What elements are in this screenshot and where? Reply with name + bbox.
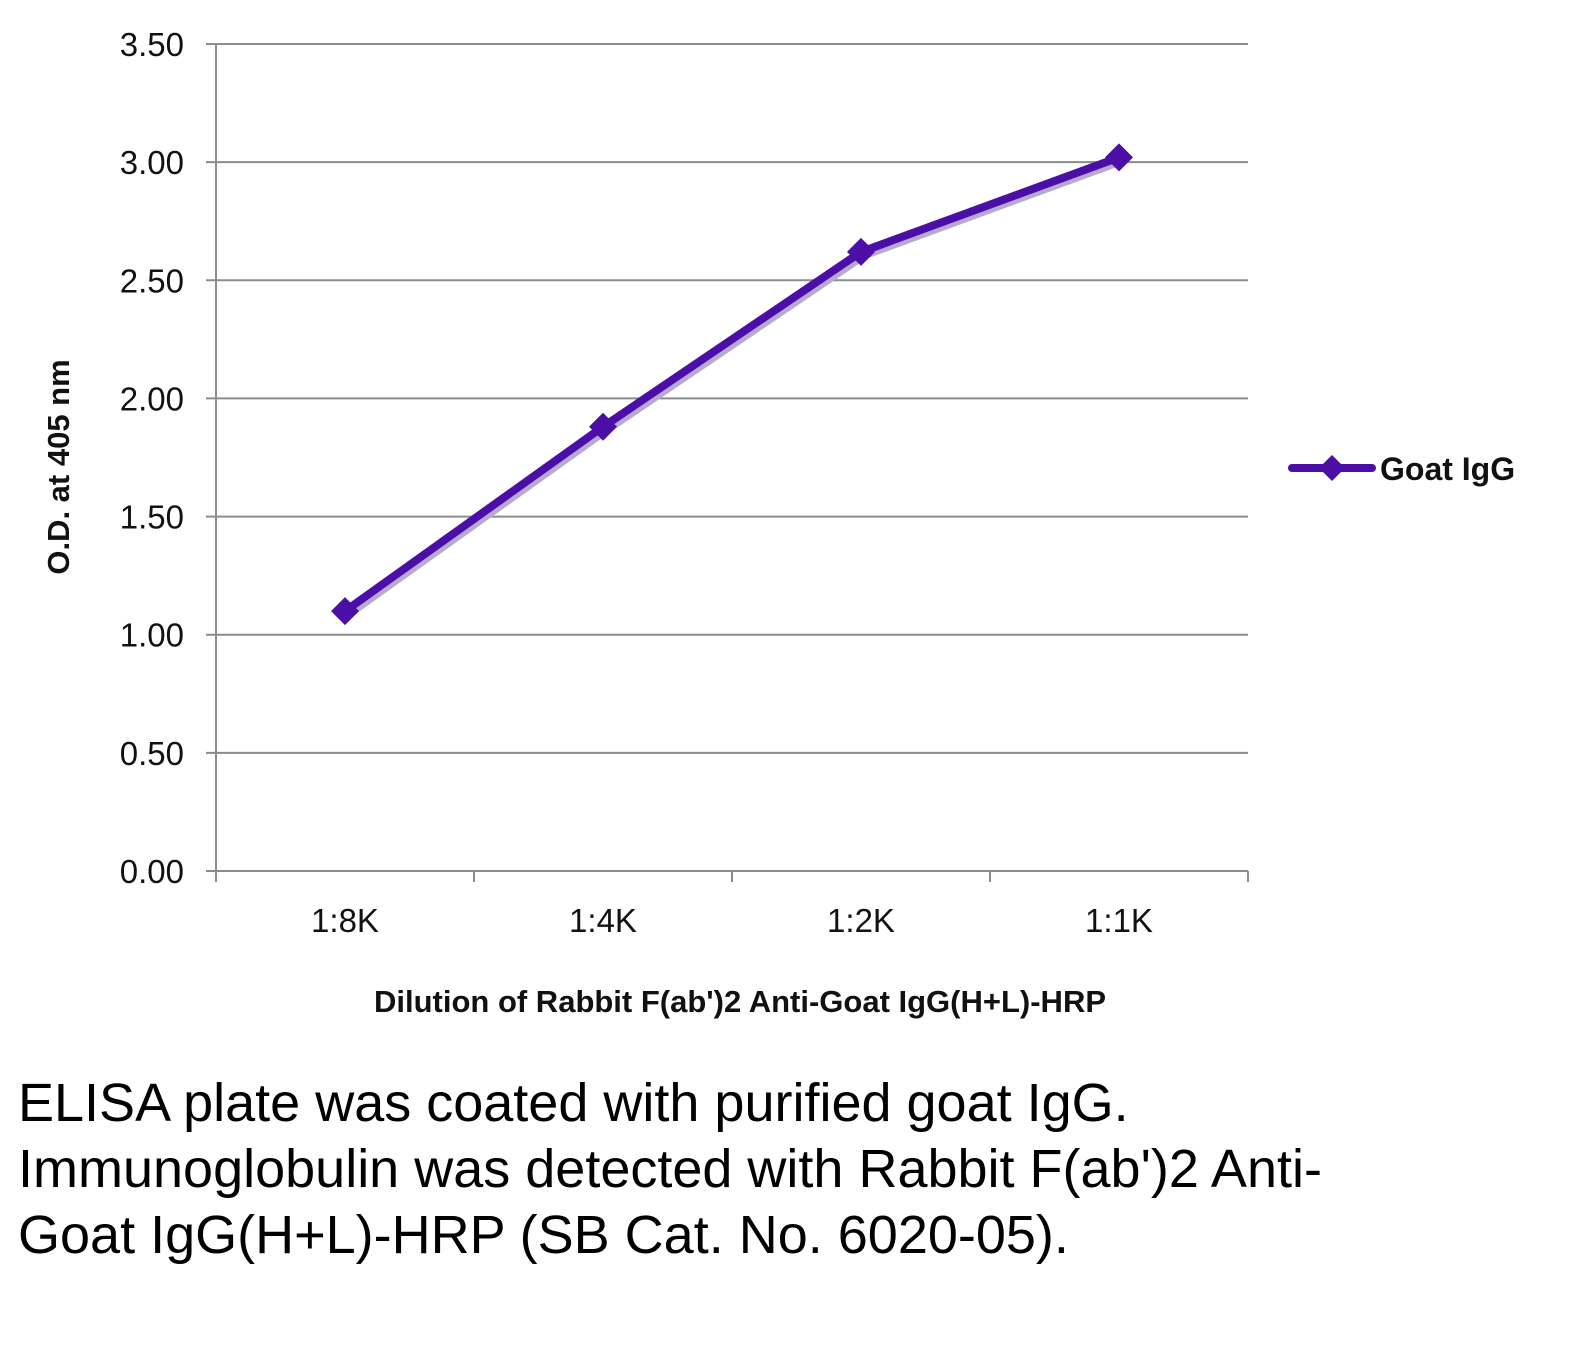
y-axis-title: O.D. at 405 nm bbox=[41, 359, 76, 574]
data-point bbox=[1105, 143, 1133, 172]
x-axis-title: Dilution of Rabbit F(ab')2 Anti-Goat IgG… bbox=[374, 984, 1106, 1019]
y-tick-label: 0.50 bbox=[120, 735, 184, 772]
y-tick-label: 0.00 bbox=[120, 853, 184, 890]
legend: Goat IgG bbox=[1288, 451, 1515, 487]
series-line bbox=[341, 153, 1123, 616]
data-point bbox=[331, 597, 359, 626]
data-point bbox=[847, 237, 875, 266]
legend-label: Goat IgG bbox=[1380, 451, 1515, 487]
y-tick-label: 2.00 bbox=[120, 380, 184, 417]
y-tick-label: 3.50 bbox=[120, 26, 184, 63]
chart: 0.00 0.50 1.00 1.50 2.00 2.50 3.00 3.50 1:8K 1:4… bbox=[41, 26, 1515, 1019]
y-tick-labels: 0.00 0.50 1.00 1.50 2.00 2.50 3.00 3.50 bbox=[120, 26, 184, 890]
x-tick-label: 1:1K bbox=[1085, 902, 1153, 939]
y-tick-label: 2.50 bbox=[120, 262, 184, 299]
data-point bbox=[589, 412, 617, 441]
y-tick-label: 1.50 bbox=[120, 499, 184, 536]
series-line-shadow bbox=[343, 155, 1127, 619]
x-tick-label: 1:2K bbox=[827, 902, 895, 939]
gridlines bbox=[206, 43, 1248, 754]
x-tick-label: 1:4K bbox=[569, 902, 637, 939]
legend-swatch-marker bbox=[1319, 455, 1345, 481]
series bbox=[331, 143, 1133, 626]
x-tick-labels: 1:8K 1:4K 1:2K 1:1K bbox=[311, 902, 1153, 939]
x-tick-label: 1:8K bbox=[311, 902, 379, 939]
axes bbox=[206, 44, 1249, 882]
figure-caption: ELISA plate was coated with purified goa… bbox=[18, 1073, 1322, 1265]
y-tick-label: 1.00 bbox=[120, 617, 184, 654]
y-tick-label: 3.00 bbox=[120, 144, 184, 181]
